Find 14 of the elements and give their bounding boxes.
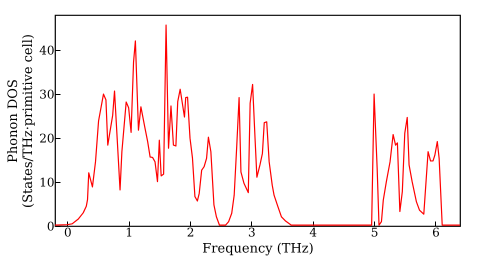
- x-axis-title: Frequency (THz): [202, 242, 314, 256]
- x-tick-label: 5: [370, 226, 378, 240]
- y-tick-label: 40: [39, 44, 54, 58]
- y-axis-title: Phonon DOS (States/THz·primitive cell): [6, 34, 36, 208]
- x-tick-label: 6: [432, 226, 440, 240]
- x-tick-label: 0: [64, 226, 72, 240]
- y-tick-label: 10: [39, 176, 54, 190]
- x-tick-label: 1: [125, 226, 133, 240]
- x-tick-label: 4: [309, 226, 318, 240]
- y-tick-label: 20: [39, 132, 54, 146]
- x-tick-label: 3: [248, 226, 256, 240]
- x-tick-label: 2: [186, 226, 194, 240]
- y-tick-label: 30: [39, 88, 54, 102]
- line-series: [55, 24, 460, 226]
